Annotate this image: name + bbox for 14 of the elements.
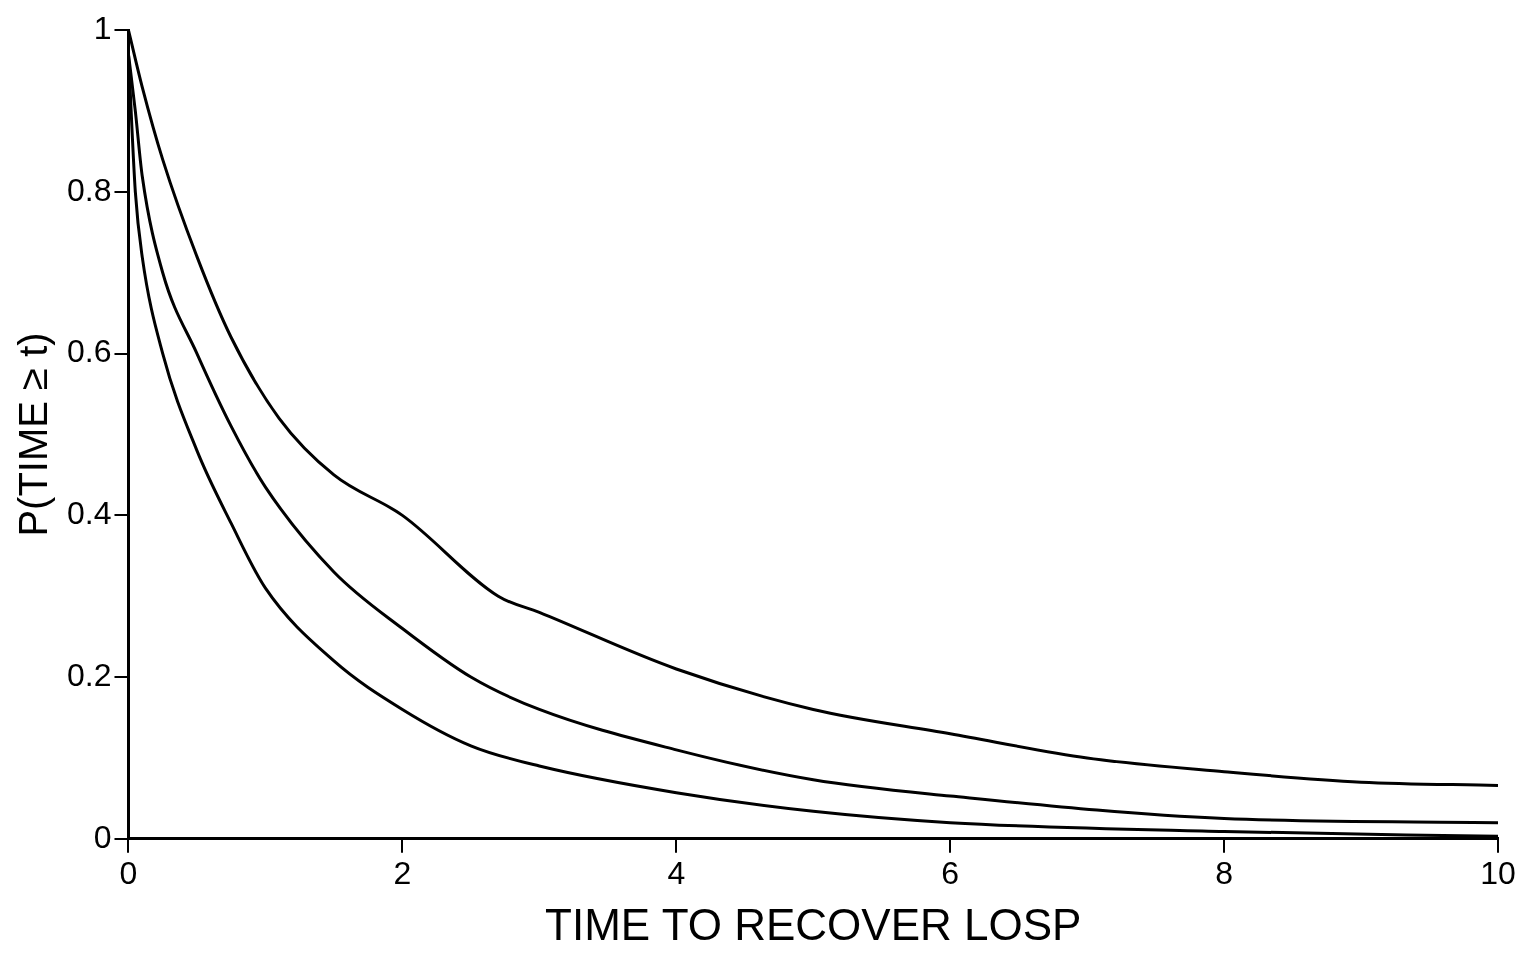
y-tick-label: 0.8 [67, 171, 112, 208]
x-tick-label: 6 [941, 854, 960, 891]
x-tick-label: 0 [119, 854, 138, 891]
x-axis-title: TIME TO RECOVER LOSP [545, 899, 1082, 949]
x-tick-label: 4 [667, 854, 686, 891]
y-tick-label: 0.6 [67, 333, 112, 370]
y-tick-label: 0 [93, 818, 112, 855]
y-tick-label: 0.4 [67, 495, 112, 532]
y-tick-label: 1 [93, 10, 112, 47]
y-tick-label: 0.2 [67, 656, 112, 693]
x-tick-label: 10 [1480, 854, 1516, 891]
y-axis-title: P(TIME ≥ t) [11, 332, 56, 537]
x-tick-label: 2 [393, 854, 412, 891]
x-tick-label: 8 [1215, 854, 1233, 891]
